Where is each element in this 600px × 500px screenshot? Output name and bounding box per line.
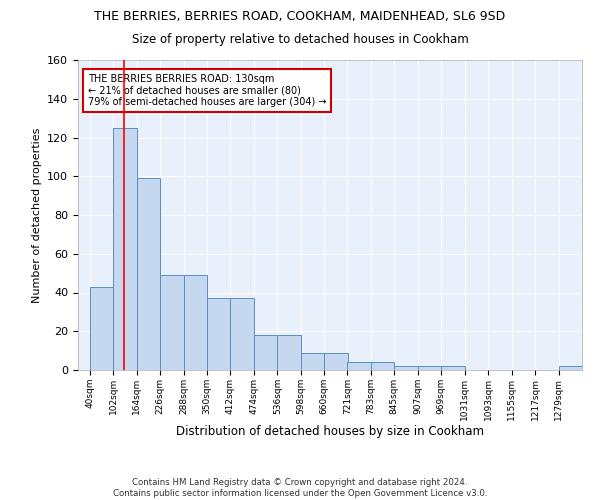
Bar bbox=[418, 366, 441, 370]
Text: Contains HM Land Registry data © Crown copyright and database right 2024.
Contai: Contains HM Land Registry data © Crown c… bbox=[113, 478, 487, 498]
Text: THE BERRIES BERRIES ROAD: 130sqm
← 21% of detached houses are smaller (80)
79% o: THE BERRIES BERRIES ROAD: 130sqm ← 21% o… bbox=[88, 74, 326, 107]
Bar bbox=[230, 298, 254, 370]
Bar bbox=[441, 366, 465, 370]
Bar bbox=[277, 335, 301, 370]
Text: THE BERRIES, BERRIES ROAD, COOKHAM, MAIDENHEAD, SL6 9SD: THE BERRIES, BERRIES ROAD, COOKHAM, MAID… bbox=[94, 10, 506, 23]
Bar bbox=[137, 178, 160, 370]
Bar bbox=[301, 352, 325, 370]
Bar bbox=[347, 362, 371, 370]
X-axis label: Distribution of detached houses by size in Cookham: Distribution of detached houses by size … bbox=[176, 426, 484, 438]
Bar bbox=[254, 335, 277, 370]
Bar bbox=[559, 366, 582, 370]
Bar bbox=[325, 352, 348, 370]
Bar bbox=[394, 366, 418, 370]
Y-axis label: Number of detached properties: Number of detached properties bbox=[32, 128, 41, 302]
Bar bbox=[160, 275, 184, 370]
Bar bbox=[207, 298, 230, 370]
Bar bbox=[113, 128, 137, 370]
Text: Size of property relative to detached houses in Cookham: Size of property relative to detached ho… bbox=[131, 32, 469, 46]
Bar bbox=[90, 286, 113, 370]
Bar bbox=[371, 362, 394, 370]
Bar bbox=[184, 275, 207, 370]
